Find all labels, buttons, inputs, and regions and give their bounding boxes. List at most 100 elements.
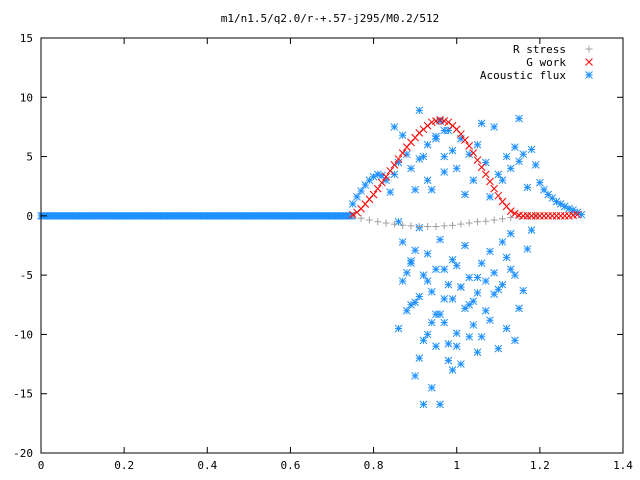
acoustic-flux-point [560, 202, 569, 211]
x-tick-label: 0.8 [364, 459, 384, 472]
acoustic-flux-point [498, 176, 507, 185]
acoustic-flux-point [427, 383, 436, 392]
g-work-point [469, 149, 478, 157]
acoustic-flux-point [465, 300, 474, 309]
acoustic-flux-point [369, 172, 378, 181]
acoustic-flux-point [486, 247, 494, 256]
acoustic-flux-point [440, 295, 449, 303]
acoustic-flux-point [440, 126, 449, 135]
acoustic-flux-point [386, 188, 395, 196]
acoustic-flux-point [436, 310, 444, 319]
x-tick-label: 0 [38, 459, 45, 472]
acoustic-flux-point [390, 170, 399, 179]
acoustic-flux-point [444, 340, 453, 348]
x-tick-label: 0.4 [197, 459, 217, 472]
acoustic-flux-point [411, 185, 419, 194]
g-work-point [386, 166, 395, 175]
acoustic-flux-point [436, 235, 444, 244]
r-stress-point [407, 222, 415, 230]
g-work-point [369, 190, 378, 199]
acoustic-flux-point [498, 280, 507, 289]
acoustic-flux-point [457, 283, 465, 291]
acoustic-flux-point [382, 176, 390, 185]
acoustic-flux-point [569, 206, 577, 214]
acoustic-flux-point [577, 210, 586, 219]
acoustic-flux-point [432, 342, 440, 351]
r-stress-point [498, 215, 506, 223]
acoustic-flux-point [452, 342, 461, 351]
g-work-point [398, 149, 407, 157]
acoustic-flux-point [515, 114, 523, 123]
acoustic-flux-point [511, 271, 519, 279]
r-stress-point [465, 219, 473, 227]
r-stress-point [482, 217, 490, 225]
r-stress-point [390, 220, 398, 228]
g-work-point [461, 136, 469, 144]
acoustic-flux-point [552, 197, 561, 206]
acoustic-flux-point [378, 171, 386, 180]
acoustic-flux-point [423, 176, 432, 185]
acoustic-flux-point [444, 126, 453, 135]
y-tick-label: -20 [13, 447, 33, 460]
acoustic-flux-point [448, 295, 457, 303]
acoustic-flux-point [444, 280, 453, 289]
acoustic-flux-point [465, 273, 474, 282]
acoustic-flux-point [490, 123, 498, 131]
r-stress-point [457, 220, 465, 228]
acoustic-flux-point [465, 150, 474, 159]
y-tick-label: 5 [26, 151, 33, 164]
r-stress-point [440, 222, 448, 230]
g-work-point [477, 163, 486, 172]
x-tick-label: 0.2 [114, 459, 134, 472]
x-tick-label: 1.2 [530, 459, 550, 472]
acoustic-flux-point [523, 245, 532, 253]
acoustic-flux-point [432, 265, 440, 274]
acoustic-flux-point [519, 286, 528, 295]
r-stress-point [374, 218, 382, 226]
r-stress-point [357, 214, 365, 222]
acoustic-flux-point [473, 348, 482, 357]
acoustic-flux-point [481, 306, 490, 315]
acoustic-flux-point [436, 400, 444, 409]
g-work-point [394, 155, 403, 163]
acoustic-flux-point [494, 285, 503, 294]
acoustic-flux-point [353, 193, 361, 201]
acoustic-flux-point [494, 344, 503, 353]
g-work-point [486, 177, 494, 186]
legend-label-acoustic-flux: Acoustic flux [480, 69, 566, 82]
acoustic-flux-point [411, 372, 419, 380]
r-stress-point [507, 214, 515, 222]
g-work-point [465, 142, 474, 150]
acoustic-flux-point [440, 318, 449, 327]
acoustic-flux-point [486, 193, 494, 201]
acoustic-flux-point [423, 330, 432, 339]
g-work-point [506, 207, 515, 215]
acoustic-flux-point [519, 150, 528, 159]
acoustic-flux-point [415, 354, 424, 362]
g-work-point [473, 156, 482, 164]
acoustic-flux-point [411, 298, 419, 307]
g-work-point [348, 210, 357, 219]
acoustic-flux-point [436, 117, 444, 125]
legend-label-r-stress: R stress [513, 43, 566, 56]
acoustic-flux-point [452, 261, 461, 270]
acoustic-flux-point [419, 271, 428, 279]
acoustic-flux-point [448, 146, 457, 155]
axes: 0 0.2 0.4 0.6 0.8 1 1.2 1.4 -20 -15 -10 -5 0 5 10 15 [13, 32, 633, 472]
y-tick-label: 10 [20, 91, 33, 104]
chart-title: m1/n1.5/q2.0/r-+.57-j295/M0.2/512 [221, 12, 440, 25]
r-stress-point [432, 223, 440, 231]
acoustic-flux-point [365, 176, 374, 185]
acoustic-flux-point [511, 143, 519, 151]
acoustic-flux-point [527, 145, 536, 154]
g-work-point [573, 210, 582, 219]
acoustic-flux-point [402, 268, 411, 277]
acoustic-flux-point [427, 318, 436, 327]
x-tick-label: 1 [453, 459, 460, 472]
g-work-point [494, 191, 503, 200]
acoustic-flux-point [565, 204, 573, 213]
g-work-point [378, 178, 386, 187]
r-stress-point [490, 216, 498, 224]
